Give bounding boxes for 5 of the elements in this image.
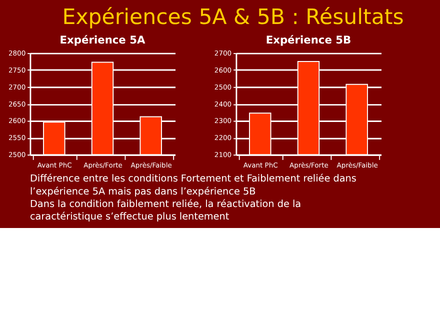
text: Différence entre les conditions Fortement et Faiblement reliée dans l’expérience 5A mais pas dans l’expérience 5B — [30, 174, 356, 198]
chart-title: Expérience 5A — [60, 33, 146, 46]
text: Dans la condition faiblement reliée, la réactivation de la caractéristique s’effectue plus lentement — [30, 198, 302, 222]
text: Expériences 5A & 5B : Résultats — [62, 5, 404, 30]
chart-title: Expérience 5B — [266, 33, 352, 46]
